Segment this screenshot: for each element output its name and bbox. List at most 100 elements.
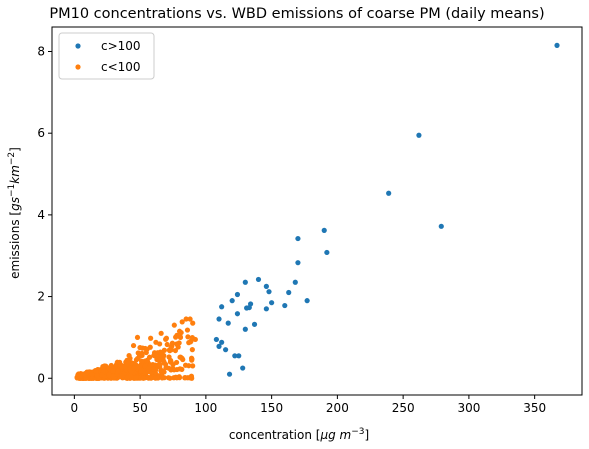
point-c-lt-100: [124, 375, 130, 381]
point-c-gt-100: [255, 276, 262, 283]
point-c-gt-100: [263, 306, 269, 312]
point-c-gt-100: [295, 235, 301, 242]
point-c-lt-100: [158, 330, 164, 336]
point-c-gt-100: [213, 336, 219, 343]
y-axis-label-exponent-b: −2: [7, 152, 17, 165]
point-c-lt-100: [192, 336, 198, 343]
legend-marker-c-lt-100: [75, 64, 81, 70]
point-c-gt-100: [251, 321, 258, 327]
x-tick-label: 250: [392, 401, 415, 415]
x-tick-label: 50: [132, 401, 147, 415]
point-c-lt-100: [162, 361, 169, 367]
point-c-lt-100: [142, 363, 148, 369]
point-c-gt-100: [246, 304, 252, 311]
point-c-lt-100: [140, 367, 146, 374]
point-c-gt-100: [226, 371, 233, 377]
point-c-lt-100: [173, 359, 180, 366]
point-c-gt-100: [222, 347, 229, 353]
point-c-lt-100: [110, 373, 116, 379]
legend-box: [58, 32, 155, 80]
point-c-lt-100: [164, 341, 170, 348]
point-c-gt-100: [438, 223, 444, 229]
point-c-lt-100: [148, 335, 154, 341]
point-c-lt-100: [115, 368, 121, 374]
point-c-lt-100: [176, 340, 182, 346]
point-c-gt-100: [269, 300, 275, 306]
chart-title: PM10 concentrations vs. WBD emissions of…: [49, 6, 544, 22]
point-c-lt-100: [182, 375, 188, 381]
point-c-lt-100: [131, 365, 137, 371]
point-c-lt-100: [135, 350, 141, 356]
y-tick-label: 4: [37, 208, 45, 222]
point-c-lt-100: [189, 357, 195, 363]
x-tick-label: 300: [457, 401, 480, 415]
point-c-gt-100: [321, 227, 327, 234]
point-c-lt-100: [159, 375, 165, 381]
point-c-lt-100: [140, 375, 146, 381]
legend: c>100 c<100: [58, 32, 155, 80]
y-axis-label-suffix: ]: [8, 147, 22, 152]
point-c-gt-100: [386, 190, 392, 196]
point-c-gt-100: [234, 311, 241, 317]
point-c-gt-100: [216, 316, 222, 322]
point-c-lt-100: [188, 373, 195, 379]
point-c-lt-100: [168, 345, 174, 351]
points-layer: [74, 42, 560, 381]
point-c-lt-100: [127, 355, 133, 361]
point-c-lt-100: [177, 354, 183, 360]
point-c-gt-100: [304, 298, 310, 304]
x-axis-label-unit: μg m: [319, 428, 351, 442]
point-c-lt-100: [157, 349, 164, 355]
point-c-lt-100: [179, 319, 185, 325]
point-c-gt-100: [282, 302, 288, 309]
point-c-lt-100: [176, 328, 183, 334]
y-axis-label-prefix: emissions [: [8, 211, 22, 279]
point-c-lt-100: [125, 359, 131, 366]
point-c-gt-100: [416, 132, 422, 138]
point-c-lt-100: [136, 363, 143, 369]
y-axis: 0 2 4 6 8: [37, 45, 52, 385]
point-c-gt-100: [242, 326, 248, 332]
y-axis-label-unit-b: km: [8, 165, 22, 184]
point-c-lt-100: [153, 339, 159, 345]
point-c-lt-100: [134, 334, 141, 341]
point-c-lt-100: [138, 358, 145, 364]
point-c-lt-100: [133, 375, 139, 381]
point-c-gt-100: [225, 320, 231, 326]
y-tick-label: 8: [37, 45, 45, 59]
x-tick-label: 150: [260, 401, 283, 415]
point-c-lt-100: [158, 369, 165, 375]
legend-marker-c-gt-100: [75, 43, 81, 49]
point-c-gt-100: [219, 339, 225, 345]
point-c-lt-100: [183, 316, 189, 322]
point-c-lt-100: [190, 363, 196, 369]
point-c-lt-100: [148, 375, 154, 381]
legend-label-c-gt-100: c>100: [101, 39, 141, 53]
plot-frame: [51, 26, 583, 396]
point-c-lt-100: [152, 375, 159, 381]
point-c-lt-100: [190, 320, 196, 326]
y-tick-label: 2: [37, 290, 45, 304]
y-tick-label: 6: [37, 126, 45, 140]
point-c-lt-100: [106, 372, 112, 378]
point-c-lt-100: [171, 322, 177, 328]
y-axis-label-unit-a: gs: [8, 197, 22, 211]
point-c-gt-100: [324, 249, 330, 256]
point-c-gt-100: [295, 260, 301, 266]
point-c-lt-100: [174, 332, 180, 338]
point-c-lt-100: [189, 347, 195, 353]
y-axis-label-exponent-a: −1: [7, 184, 17, 197]
x-axis-label-suffix: ]: [364, 428, 369, 442]
point-c-lt-100: [168, 357, 174, 364]
point-c-lt-100: [186, 340, 192, 346]
point-c-lt-100: [89, 372, 95, 378]
point-c-gt-100: [232, 353, 238, 359]
point-c-lt-100: [130, 342, 137, 349]
point-c-lt-100: [172, 347, 179, 354]
x-axis-label-exponent: −3: [351, 427, 364, 437]
point-c-lt-100: [77, 373, 83, 379]
point-c-lt-100: [173, 374, 179, 381]
point-c-lt-100: [165, 375, 172, 381]
point-c-lt-100: [169, 340, 176, 346]
